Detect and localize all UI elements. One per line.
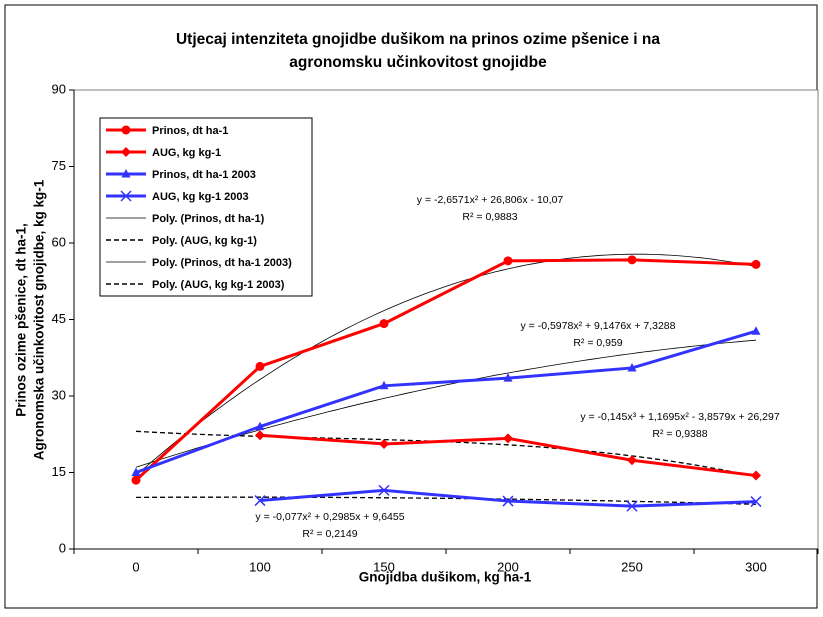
trendline-equation: y = -0,145x³ + 1,1695x² - 3,8579x + 26,2…: [580, 411, 780, 423]
x-tick-label: 250: [621, 559, 643, 574]
point: [121, 125, 131, 135]
point: [379, 438, 389, 449]
point: [627, 255, 637, 265]
trendline-equation: R² = 0,9388: [652, 428, 707, 440]
x-axis-title: Gnojidba dušikom, kg ha-1: [359, 570, 532, 585]
y-tick-label: 15: [52, 464, 66, 479]
legend-label: Poly. (Prinos, dt ha-1): [152, 213, 265, 225]
trendline-equation: R² = 0,959: [573, 337, 622, 349]
x-tick-label: 100: [249, 559, 271, 574]
legend-label: AUG, kg kg-1: [152, 147, 221, 159]
legend-label: Poly. (AUG, kg kg-1): [152, 235, 257, 247]
x-tick-label: 150: [373, 559, 395, 574]
point: [255, 361, 265, 371]
point: [254, 495, 266, 507]
chart-title: agronomsku učinkovitost gnojidbe: [289, 54, 547, 71]
series-line: [134, 258, 757, 482]
legend-label: Poly. (AUG, kg kg-1 2003): [152, 279, 285, 291]
legend-label: Prinos, dt ha-1: [152, 125, 228, 137]
point: [503, 433, 513, 444]
point: [379, 319, 389, 329]
trendline-equation: y = -2,6571x² + 26,806x - 10,07: [417, 194, 564, 206]
trendline-equation: y = -0,5978x² + 9,1476x + 7,3288: [521, 320, 676, 332]
point: [751, 326, 761, 335]
point: [503, 256, 513, 266]
chart-title: Utjecaj intenziteta gnojidbe dušikom na …: [176, 31, 660, 48]
point: [503, 373, 513, 382]
point: [751, 259, 761, 269]
point: [120, 190, 132, 202]
point: [378, 484, 390, 496]
point: [121, 169, 131, 178]
x-tick-label: 200: [497, 559, 519, 574]
point: [751, 470, 761, 481]
trendline-equation: R² = 0,2149: [302, 528, 357, 540]
x-tick-label: 300: [745, 559, 767, 574]
y-axis-title: Prinos ozime pšenice, dt ha-1,: [14, 223, 29, 417]
series-line: [135, 329, 757, 474]
y-tick-label: 75: [52, 158, 66, 173]
trendline-equation: R² = 0,9883: [462, 211, 517, 223]
point: [255, 430, 265, 441]
point: [131, 475, 141, 485]
y-tick-label: 0: [59, 540, 66, 555]
point: [750, 496, 762, 508]
y-tick-label: 45: [52, 311, 66, 326]
trendline: [136, 496, 757, 505]
point: [131, 467, 141, 476]
point: [255, 421, 265, 431]
y-tick-label: 90: [52, 81, 66, 96]
y-axis-title: Agronomska učinkovitost gnojidbe, kg kg-…: [32, 179, 47, 460]
legend-label: Prinos, dt ha-1 2003: [152, 169, 256, 181]
point: [626, 500, 638, 512]
point: [121, 147, 131, 157]
legend-label: AUG, kg kg-1 2003: [152, 191, 249, 203]
point: [379, 380, 389, 390]
y-tick-label: 30: [52, 387, 66, 402]
x-tick-label: 0: [132, 559, 139, 574]
legend-label: Poly. (Prinos, dt ha-1 2003): [152, 257, 292, 269]
trendline-equation: y = -0,077x² + 0,2985x + 9,6455: [255, 511, 404, 523]
y-tick-label: 60: [52, 234, 66, 249]
trendline: [135, 253, 757, 476]
legend-box: [99, 117, 313, 297]
point: [627, 362, 637, 372]
point: [627, 455, 637, 466]
point: [502, 495, 514, 507]
